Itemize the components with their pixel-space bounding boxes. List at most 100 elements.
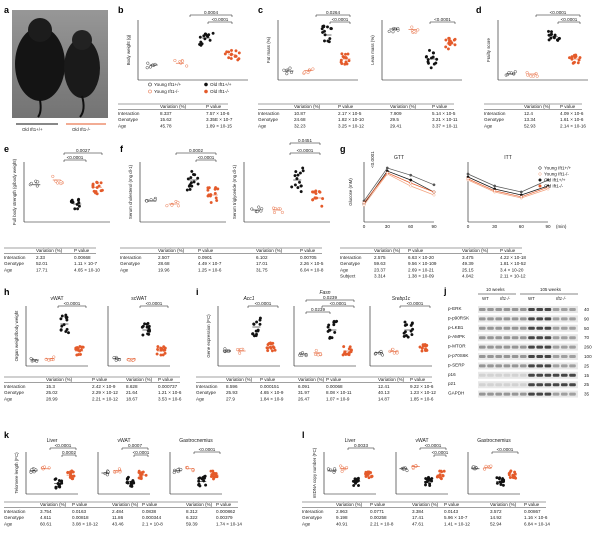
table-c-cell: 3.37 × 10-11	[432, 123, 458, 128]
table-h-col: P value	[92, 377, 108, 382]
chart-c2-point	[428, 48, 432, 52]
blot-band	[479, 326, 486, 330]
blot-band	[495, 355, 502, 358]
table-h-cell: 25.02	[46, 390, 58, 395]
chart-g2-point	[546, 185, 550, 189]
chart-d-point	[526, 73, 530, 77]
table-f-col: Variation (%)	[256, 248, 283, 253]
blot-band	[536, 383, 543, 387]
panel-label-i: i	[196, 287, 199, 297]
chart-l1-point	[367, 476, 371, 480]
table-c-cell: 10.87	[294, 111, 306, 116]
chart-i1-point	[269, 346, 273, 350]
chart-f1-point	[206, 186, 210, 190]
blot-mw: 40	[584, 307, 590, 312]
table-k-cell: 6.322	[186, 515, 198, 520]
table-c-col: P value	[338, 104, 354, 109]
chart-e-point	[95, 180, 99, 184]
chart-k3-title: Gastrocnemius	[179, 438, 213, 444]
table-e-cell: 4.65 × 10-10	[74, 267, 100, 272]
table-c-cell: 32.23	[294, 123, 306, 128]
table-e-cell: 1.11 × 10-7	[74, 261, 97, 266]
blot-band	[528, 392, 535, 396]
blot-band	[528, 345, 535, 349]
chart-e-point	[75, 202, 79, 206]
blot-band	[511, 345, 519, 349]
table-l-cell: 2.21 × 10-8	[370, 521, 394, 526]
blot-band	[520, 364, 527, 368]
chart-c1-point	[344, 52, 348, 56]
table-c-cell: 3.21 × 10-11	[432, 117, 458, 122]
chart-k3-point	[203, 474, 207, 478]
chart-k2-point	[125, 477, 129, 481]
blot-group-10wk: 10 weeks	[486, 287, 505, 292]
table-b-row-label: Interaction	[118, 111, 140, 116]
table-i-row-label: Genotype	[196, 390, 216, 395]
chart-i1-point	[269, 341, 273, 345]
bracket-i3: <0.0001	[330, 301, 347, 306]
blot-band	[569, 373, 576, 377]
table-l-cell: 9.198	[336, 515, 348, 520]
blot-row-label: p-SERP	[448, 362, 465, 367]
chart-f2-point	[314, 189, 318, 193]
table-g-cell: 2.11 × 10-12	[500, 274, 526, 279]
blot-band	[569, 364, 576, 368]
chart-c2-point	[446, 47, 450, 51]
chart-k1-title: Liver	[47, 438, 58, 444]
chart-h2-point	[162, 345, 166, 349]
chart-f2-point	[301, 169, 305, 173]
chart-f1-point	[165, 204, 169, 208]
chart-d-point	[550, 32, 554, 36]
chart-l2-title: vWAT	[415, 438, 428, 444]
chart-k3-point	[179, 468, 183, 472]
chart-i1-point	[266, 349, 270, 353]
blot-band	[544, 373, 552, 377]
table-l-col: P value	[524, 502, 540, 507]
chart-g2-tick: 30	[492, 224, 498, 229]
table-k-col: Variation (%)	[112, 502, 139, 507]
chart-e-point	[92, 189, 96, 193]
chart-h2-point	[161, 353, 165, 357]
table-l: Variation (%) P value Variation (%) P value…	[302, 501, 550, 526]
table-k-col: P value	[72, 502, 88, 507]
chart-g1-point	[362, 203, 366, 207]
chart-l3-point	[507, 471, 511, 475]
chart-i2-point	[326, 325, 330, 329]
chart-l3-point	[484, 464, 488, 468]
blot-band	[569, 355, 576, 358]
table-g-cell: 25.15	[462, 267, 474, 272]
chart-h1-point	[65, 327, 69, 331]
bracket-h1: <0.0001	[64, 301, 81, 306]
table-k-cell: 0.000344	[142, 515, 162, 520]
chart-d-point	[531, 74, 535, 78]
chart-g1-point	[409, 184, 413, 188]
chart-i1-point	[235, 348, 239, 352]
table-i-row-label: Interaction	[196, 384, 218, 389]
panel-label-c: c	[258, 5, 263, 15]
chart-l3-point	[513, 470, 517, 474]
chart-d-point	[558, 36, 562, 40]
chart-c1-point	[302, 70, 306, 74]
chart-k3-point	[172, 471, 176, 475]
table-f-cell: 4.49 × 10-7	[198, 261, 222, 266]
table-i-col: P value	[326, 377, 342, 382]
chart-k2	[97, 452, 150, 495]
chart-i3-point	[410, 321, 414, 325]
table-d-cell: 4.09 × 10-6	[560, 111, 584, 116]
blot-band	[552, 345, 560, 349]
chart-l2-point	[438, 473, 442, 477]
chart-g1-tick: 30	[385, 224, 391, 229]
chart-b-point	[146, 61, 150, 65]
table-e-cell: 2.33	[36, 255, 45, 260]
blot-band	[528, 326, 535, 330]
chart-c1-point	[290, 70, 294, 74]
chart-e-point	[76, 198, 80, 202]
blot-band	[487, 345, 494, 349]
chart-c2: Lean mass (%)	[370, 20, 462, 81]
table-l-row-label: Genotype	[302, 515, 322, 520]
chart-d-point	[574, 54, 578, 58]
table-h: Variation (%) P value Variation (%) P value…	[4, 376, 182, 401]
chart-c1-point	[306, 71, 310, 75]
chart-i1: Gene expression (FC)	[206, 306, 280, 367]
table-k-row-label: Age	[4, 521, 13, 526]
